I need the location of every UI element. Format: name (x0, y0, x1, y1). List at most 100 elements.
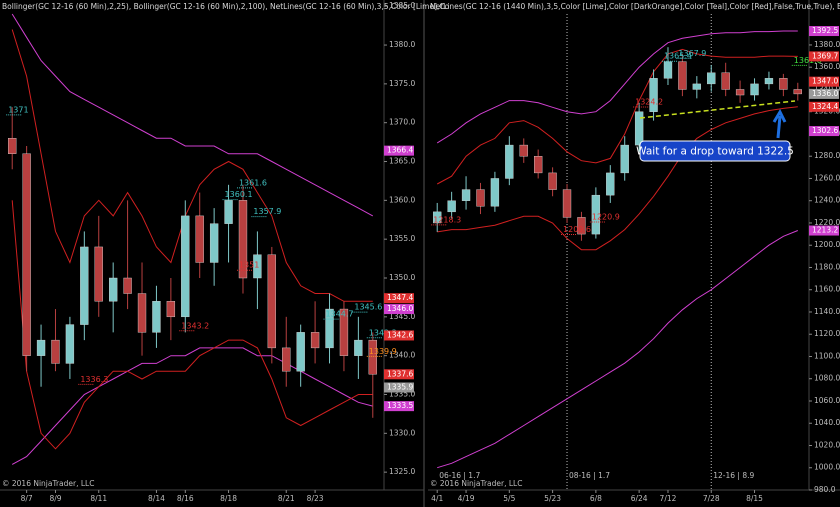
annotation-box (639, 140, 791, 162)
candle-body (779, 78, 788, 90)
price-label: 1367.9 (678, 49, 706, 58)
y-tick-label: 1000.0 (814, 463, 840, 472)
y-tick-label: 1365.0 (389, 157, 415, 166)
price-label: 1361.6 (794, 56, 822, 65)
arrow (772, 108, 787, 139)
candle-body (310, 332, 320, 349)
candle-body (137, 293, 147, 333)
candle-body (152, 301, 161, 333)
candle-body (577, 217, 586, 235)
candle-body (490, 178, 500, 207)
candle-body (181, 215, 190, 318)
price-tag-label: 1346.0 (387, 304, 413, 313)
y-tick-label: 1040.0 (814, 418, 840, 427)
candle-body (224, 200, 233, 224)
price-tag (384, 330, 414, 341)
price-tag (384, 369, 414, 380)
price-label: 1360.1 (225, 190, 253, 199)
price-tag (384, 401, 414, 412)
candle-body (433, 211, 442, 224)
y-tick-label: 1180.0 (814, 262, 840, 271)
candle-body (238, 200, 248, 279)
x-tick-label: 8/21 (278, 494, 295, 503)
candle-body (166, 301, 176, 318)
y-tick-label: 1335.0 (389, 389, 415, 398)
candle-body (109, 277, 118, 302)
band-line (437, 230, 798, 469)
candle-body (505, 144, 514, 179)
trend-line (639, 100, 796, 119)
candle-body (649, 78, 658, 112)
x-tick-label: 8/18 (220, 494, 237, 503)
candle-body (534, 156, 543, 174)
price-tag (809, 225, 839, 236)
candle-body (8, 138, 17, 154)
x-tick-label: 8/7 (21, 494, 33, 503)
price-label: 1351 (239, 261, 259, 270)
x-tick-label: 6/24 (631, 494, 648, 503)
x-tick-label: 5/23 (544, 494, 561, 503)
band-line (436, 30, 798, 144)
price-tag (384, 145, 414, 156)
y-tick-label: 980.0 (814, 485, 836, 494)
candle-body (267, 254, 276, 349)
candle-body (548, 172, 557, 190)
price-tag-label: 1347.4 (387, 293, 413, 302)
candle-body (22, 153, 31, 356)
x-tick-label: 5/5 (503, 494, 515, 503)
candle-body (750, 83, 759, 96)
price-tag-label: 1347.0 (812, 77, 838, 86)
x-tick-label: 8/23 (307, 494, 324, 503)
candle-body (707, 72, 716, 85)
y-tick-label: 1060.0 (814, 396, 840, 405)
price-tag-label: 1324.4 (812, 102, 838, 111)
x-tick-label: 8/9 (49, 494, 61, 503)
x-tick-label: 8/16 (177, 494, 194, 503)
y-tick-label: 1100.0 (814, 351, 840, 360)
candle-body (253, 254, 262, 279)
candle-body (51, 339, 60, 364)
price-label: 1371 (8, 105, 28, 114)
candle-body (339, 308, 349, 356)
y-tick-label: 1140.0 (814, 307, 840, 316)
candle-body (620, 144, 629, 174)
band-line (11, 13, 374, 217)
candle-body (94, 246, 103, 302)
price-label: 1339.9 (369, 347, 397, 356)
price-label: 1209.6 (563, 225, 591, 234)
price-label: 1357.9 (253, 207, 281, 216)
candle-body (476, 189, 485, 207)
chart-title: NetLines(GC 12-16 (1440 Min),3,5,Color [… (430, 2, 840, 11)
price-label: 1343.2 (181, 321, 209, 330)
candle-body (735, 89, 745, 96)
y-tick-label: 1355.0 (389, 234, 415, 243)
price-tag (809, 26, 839, 37)
y-tick-label: 1350.0 (389, 273, 415, 282)
y-tick-label: 1200.0 (814, 240, 840, 249)
x-tick-label: 8/11 (90, 494, 107, 503)
y-tick-label: 1360.0 (389, 195, 415, 204)
y-tick-label: 1340.0 (389, 351, 415, 360)
candle-body (591, 194, 601, 235)
y-tick-label: 1220.0 (814, 218, 840, 227)
candle-body (606, 172, 615, 196)
price-tag-label: 1336.0 (812, 89, 838, 98)
x-tick-label: 8/15 (746, 494, 763, 503)
candle-body (325, 308, 334, 349)
candle-body (519, 144, 528, 157)
copyright: © 2016 NinjaTrader, LLC (430, 479, 522, 488)
y-tick-label: 1370.0 (389, 118, 415, 127)
x-tick-label: 4/1 (431, 494, 443, 503)
price-label: 1220.9 (592, 212, 620, 221)
y-tick-label: 1240.0 (814, 196, 840, 205)
y-tick-label: 1080.0 (814, 374, 840, 383)
chart-title: Bollinger(GC 12-16 (60 Min),2,25), Bolli… (2, 2, 450, 11)
candle-body (461, 189, 471, 201)
candle-body (80, 246, 89, 325)
candle-body (634, 111, 644, 146)
price-tag (809, 51, 839, 62)
x-tick-label: 7/12 (660, 494, 677, 503)
y-tick-label: 1260.0 (814, 173, 840, 182)
